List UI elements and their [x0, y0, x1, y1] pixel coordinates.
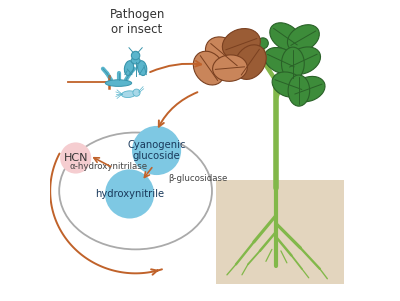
Circle shape — [60, 142, 91, 174]
Ellipse shape — [234, 45, 266, 79]
Circle shape — [133, 89, 140, 96]
Text: Cyanogenic
glucoside: Cyanogenic glucoside — [127, 140, 186, 161]
Circle shape — [131, 51, 140, 60]
Ellipse shape — [272, 72, 305, 97]
Text: HCN: HCN — [64, 153, 88, 163]
Ellipse shape — [193, 51, 225, 85]
Bar — [216, 181, 344, 284]
Ellipse shape — [222, 29, 260, 60]
Ellipse shape — [282, 47, 304, 80]
Ellipse shape — [292, 76, 325, 102]
Circle shape — [132, 126, 181, 175]
Ellipse shape — [213, 55, 247, 81]
Ellipse shape — [286, 47, 320, 74]
Text: Pathogen
or insect: Pathogen or insect — [109, 8, 165, 36]
Text: hydroxynitrile: hydroxynitrile — [95, 189, 164, 199]
Ellipse shape — [264, 48, 298, 74]
Text: α-hydroxynitrilase: α-hydroxynitrilase — [70, 162, 148, 171]
Circle shape — [105, 169, 154, 219]
Ellipse shape — [124, 61, 134, 76]
Ellipse shape — [288, 25, 319, 51]
Ellipse shape — [105, 80, 132, 86]
Ellipse shape — [288, 75, 310, 106]
Ellipse shape — [131, 57, 140, 64]
Circle shape — [258, 38, 268, 49]
Text: β-glucosidase: β-glucosidase — [168, 175, 228, 184]
Ellipse shape — [206, 37, 242, 72]
Ellipse shape — [122, 91, 136, 98]
Ellipse shape — [138, 61, 147, 76]
Ellipse shape — [270, 23, 301, 51]
